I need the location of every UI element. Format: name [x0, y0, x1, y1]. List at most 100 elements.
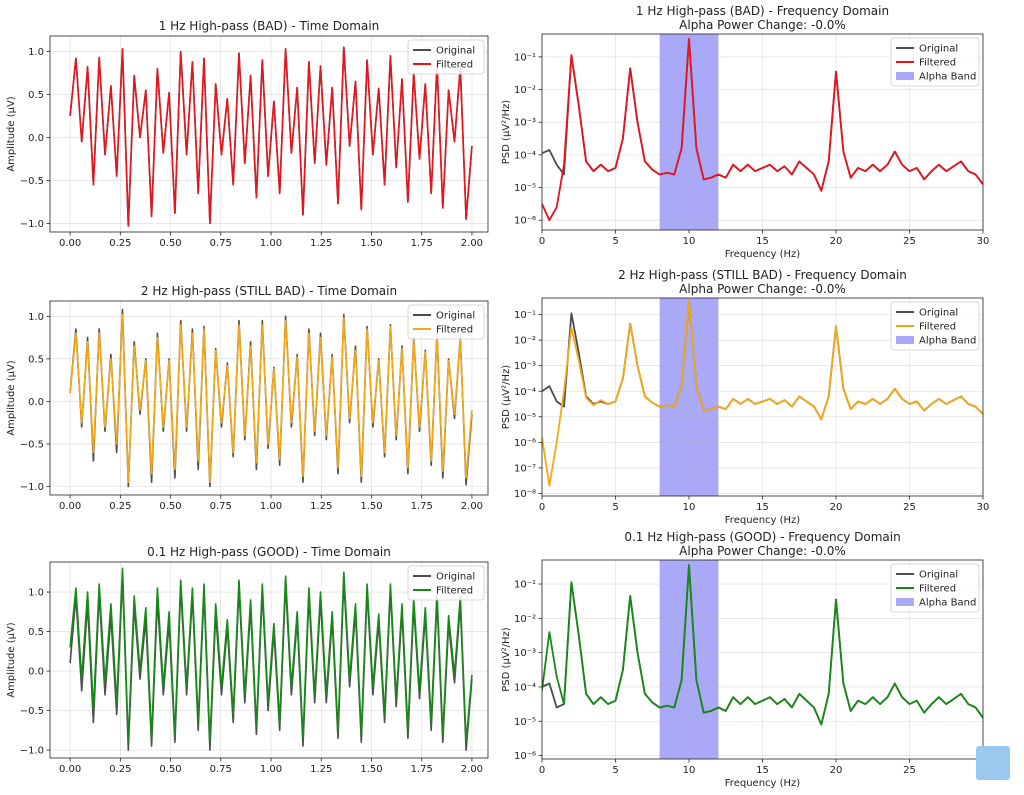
- fd2-title: 2 Hz High-pass (STILL BAD) - Frequency D…: [618, 268, 907, 282]
- td3-xtick-label: 0.50: [159, 764, 181, 775]
- fd3-legend-label: Filtered: [919, 584, 956, 595]
- fd1-xtick-label: 5: [612, 236, 618, 247]
- td1-xtick-label: 0.75: [210, 238, 232, 249]
- td2-ytick-label: 0.0: [28, 397, 44, 408]
- fd3-series-filtered-line: [542, 564, 983, 726]
- td2-xtick-label: 1.50: [360, 501, 382, 512]
- fd3-ytick-label: 10⁻²: [514, 614, 536, 625]
- fd2-panel: 0 5 10 15 20 25 30 10⁻⁸ 10⁻⁷ 10⁻⁶ 10⁻⁵ 10⁻⁴ 10⁻³ 10⁻²…: [501, 268, 989, 526]
- fd2-ytick-label: 10⁻⁷: [514, 463, 536, 474]
- td2-legend-label: Filtered: [436, 325, 473, 336]
- td2-ylabel: Amplitude (μV): [6, 360, 17, 436]
- td1-ytick-label: −1.0: [20, 219, 44, 230]
- fd3-subtitle: Alpha Power Change: -0.0%: [679, 544, 846, 558]
- td1-xtick-label: 1.25: [310, 238, 332, 249]
- td3-legend-box: [407, 565, 485, 601]
- td2-xtick-label: 0.25: [109, 501, 131, 512]
- fd3-ytick-label: 10⁻⁴: [514, 682, 536, 693]
- fd1-xtick-label: 0: [539, 236, 545, 247]
- td3-ytick-label: 0.5: [28, 627, 44, 638]
- fd2-ytick-label: 10⁻²: [514, 336, 536, 347]
- fd2-xtick-label: 0: [539, 502, 545, 513]
- fd3-legend-swatch: [896, 598, 914, 606]
- fd2-legend: Original Filtered Alpha Band: [890, 301, 980, 351]
- fd3-xtick-label: 0: [539, 765, 545, 776]
- td1-xtick-label: 0.00: [59, 238, 81, 249]
- td3-xtick-label: 1.00: [260, 764, 282, 775]
- fd3-xtick-label: 25: [903, 765, 916, 776]
- fd2-xlabel: Frequency (Hz): [725, 515, 801, 526]
- fd1-ytick-label: 10⁻⁵: [514, 183, 536, 194]
- fd3-xtick-label: 15: [756, 765, 769, 776]
- td1-legend-label: Original: [436, 46, 475, 57]
- fd1-legend-swatch: [896, 72, 914, 80]
- td1-ytick-label: −0.5: [20, 176, 44, 187]
- td3-ytick-label: −0.5: [20, 706, 44, 717]
- td2-axes-frame: [49, 300, 489, 496]
- td2-panel: 0.00 0.25 0.50 0.75 1.00 1.25 1.50 1.75 2.00 −1.0…: [6, 284, 489, 512]
- fd1-panel: 0 5 10 15 20 25 30 10⁻⁶ 10⁻⁵ 10⁻⁴ 10⁻³ 10⁻² 10⁻¹ 1 Hz…: [501, 4, 989, 260]
- fd2-xtick-label: 20: [830, 502, 843, 513]
- fd1-xtick-label: 20: [830, 236, 843, 247]
- fd2-ytick-label: 10⁻⁵: [514, 412, 536, 423]
- fd2-legend-label: Filtered: [919, 322, 956, 333]
- fd2-legend-swatch: [896, 336, 914, 344]
- fd2-alpha-band: [659, 298, 719, 496]
- td3-title: 0.1 Hz High-pass (GOOD) - Time Domain: [147, 545, 391, 559]
- fd2-ytick-label: 10⁻⁸: [514, 489, 536, 500]
- fd3-legend: Original Filtered Alpha Band: [890, 563, 980, 613]
- td2-title: 2 Hz High-pass (STILL BAD) - Time Domain: [141, 284, 397, 298]
- td3-ylabel: Amplitude (μV): [6, 622, 17, 698]
- td3-legend: Original Filtered: [407, 565, 485, 601]
- fd1-ytick-label: 10⁻³: [514, 118, 536, 129]
- fd2-ytick-label: 10⁻¹: [514, 310, 536, 321]
- fd2-subtitle: Alpha Power Change: -0.0%: [679, 282, 846, 296]
- fd1-xtick-label: 15: [756, 236, 769, 247]
- fd1-xlabel: Frequency (Hz): [725, 249, 801, 260]
- fd2-ylabel: PSD (μV²/Hz): [501, 365, 512, 430]
- td1-xtick-label: 1.50: [360, 238, 382, 249]
- td3-xtick-label: 0.00: [59, 764, 81, 775]
- fd3-xtick-label: 10: [683, 765, 696, 776]
- td1-legend-label: Filtered: [436, 60, 473, 71]
- fd1-title: 1 Hz High-pass (BAD) - Frequency Domain: [636, 4, 889, 18]
- td2-xtick-label: 0.50: [159, 501, 181, 512]
- td2-xtick-label: 2.00: [461, 501, 483, 512]
- fd2-ytick-label: 10⁻⁶: [514, 438, 536, 449]
- td3-legend-label: Filtered: [436, 586, 473, 597]
- td3-xtick-label: 1.50: [360, 764, 382, 775]
- td3-legend-label: Original: [436, 572, 475, 583]
- td1-xtick-label: 0.50: [159, 238, 181, 249]
- td2-legend: Original Filtered: [407, 304, 485, 340]
- td2-ytick-label: −1.0: [20, 482, 44, 493]
- td1-xtick-label: 1.75: [411, 238, 433, 249]
- td1-title: 1 Hz High-pass (BAD) - Time Domain: [159, 19, 380, 33]
- fd3-xtick-label: 5: [612, 765, 618, 776]
- fd1-alpha-band: [659, 34, 719, 230]
- td2-xtick-label: 0.75: [210, 501, 232, 512]
- td2-xtick-label: 1.25: [310, 501, 332, 512]
- td1-xtick-label: 0.25: [109, 238, 131, 249]
- fd2-legend-label: Original: [919, 308, 958, 319]
- fd2-xtick-label: 5: [612, 502, 618, 513]
- td1-ytick-label: 0.5: [28, 90, 44, 101]
- td1-ytick-label: 0.0: [28, 133, 44, 144]
- fd1-legend-label: Alpha Band: [919, 72, 976, 83]
- fd1-legend: Original Filtered Alpha Band: [890, 37, 980, 87]
- fd2-xtick-label: 30: [977, 502, 990, 513]
- fd3-ytick-label: 10⁻¹: [514, 580, 536, 591]
- td1-legend-box: [407, 39, 485, 75]
- td3-xtick-label: 1.25: [310, 764, 332, 775]
- td3-ytick-label: 0.0: [28, 667, 44, 678]
- td3-ytick-label: 1.0: [28, 588, 44, 599]
- fd1-xtick-label: 25: [903, 236, 916, 247]
- fd1-ytick-label: 10⁻⁶: [514, 216, 536, 227]
- fd1-series-filtered-line: [542, 38, 983, 222]
- td1-legend: Original Filtered: [407, 39, 485, 75]
- fd3-xtick-label: 20: [830, 765, 843, 776]
- td1-panel: 0.00 0.25 0.50 0.75 1.00 1.25 1.50 1.75 2.00 −1.0…: [6, 19, 489, 249]
- td1-series-filtered-line: [69, 46, 473, 227]
- td2-xtick-label: 1.00: [260, 501, 282, 512]
- fd1-ytick-label: 10⁻¹: [514, 52, 536, 63]
